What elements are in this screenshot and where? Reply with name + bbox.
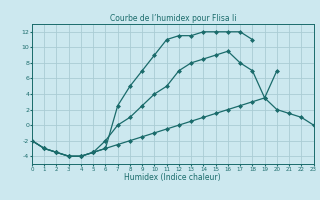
Title: Courbe de l’humidex pour Flisa Ii: Courbe de l’humidex pour Flisa Ii <box>109 14 236 23</box>
X-axis label: Humidex (Indice chaleur): Humidex (Indice chaleur) <box>124 173 221 182</box>
